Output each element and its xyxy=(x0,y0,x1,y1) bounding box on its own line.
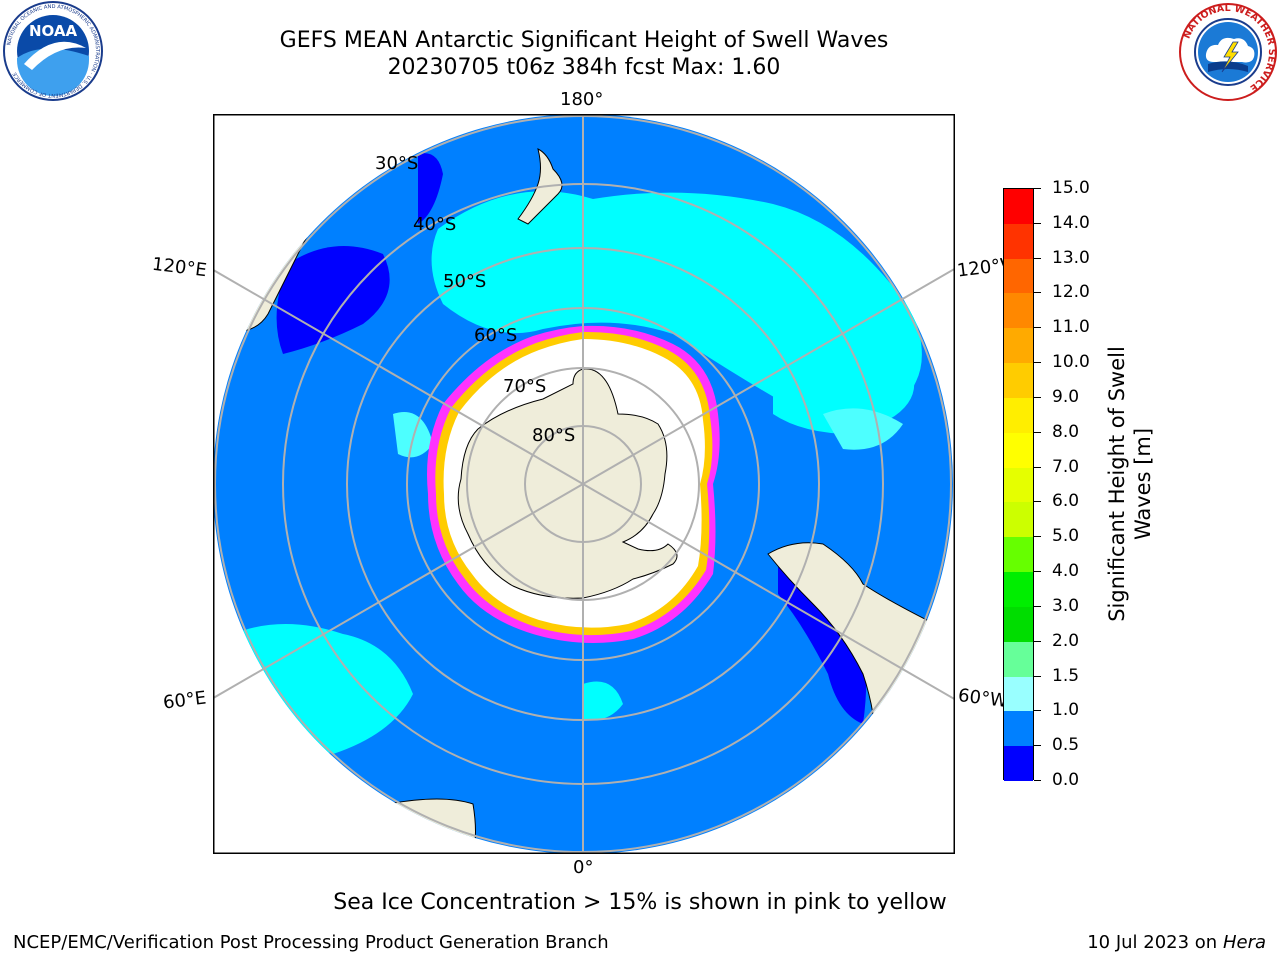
colorbar-segment xyxy=(1004,467,1033,503)
colorbar-tick xyxy=(1034,640,1041,642)
colorbar-tick-label: 4.0 xyxy=(1052,561,1080,582)
colorbar-tick xyxy=(1034,362,1041,364)
colorbar-segment xyxy=(1004,711,1033,747)
colorbar-tick-label: 9.0 xyxy=(1052,386,1080,407)
colorbar-segment xyxy=(1004,746,1033,782)
colorbar-tick xyxy=(1034,466,1041,468)
colorbar-tick-label: 15.0 xyxy=(1052,178,1090,198)
antarctica-land xyxy=(457,368,678,599)
colorbar-tick-label: 13.0 xyxy=(1052,247,1090,268)
colorbar-title-line2: Waves [m] xyxy=(1131,427,1155,541)
colorbar-tick xyxy=(1034,745,1041,747)
meridian-60e-120w xyxy=(213,267,955,700)
colorbar-tick-label: 0.5 xyxy=(1052,735,1080,756)
colorbar-segment xyxy=(1004,606,1033,643)
colorbar-tick-label: 5.0 xyxy=(1052,526,1080,547)
noaa-logo: NOAA NATIONAL OCEANIC AND ATMOSPHERIC AD… xyxy=(2,0,104,102)
low-swell-australia xyxy=(276,246,390,354)
polar-map: 30°S 40°S 50°S 60°S 70°S 80°S xyxy=(213,114,955,854)
colorbar-tick-label: 0.0 xyxy=(1052,770,1080,790)
colorbar-tick xyxy=(1034,257,1041,259)
colorbar-segment xyxy=(1004,397,1033,434)
footer-date: 10 Jul 2023 on Hera xyxy=(1087,932,1266,953)
lon-label-top: 180° xyxy=(560,89,604,110)
colorbar-tick-label: 8.0 xyxy=(1052,421,1080,442)
colorbar-tick xyxy=(1034,188,1041,189)
colorbar-tick-label: 1.0 xyxy=(1052,700,1080,721)
noaa-logo-text: NOAA xyxy=(29,22,78,40)
lat-label-40s: 40°S xyxy=(413,214,456,235)
footer-host: Hera xyxy=(1222,932,1266,953)
colorbar-tick-label: 10.0 xyxy=(1052,352,1090,373)
colorbar-tick xyxy=(1034,292,1041,294)
colorbar-segment xyxy=(1004,502,1033,538)
colorbar-segment xyxy=(1004,293,1033,329)
chart-title: GEFS MEAN Antarctic Significant Height o… xyxy=(279,28,889,53)
colorbar-tick xyxy=(1034,327,1041,329)
colorbar-tick-label: 12.0 xyxy=(1052,282,1090,303)
colorbar-tick-label: 14.0 xyxy=(1052,212,1090,233)
chart-subtitle: 20230705 t06z 384h fcst Max: 1.60 xyxy=(387,55,781,80)
footer-producer: NCEP/EMC/Verification Post Processing Pr… xyxy=(13,932,609,953)
colorbar-tick xyxy=(1034,396,1041,398)
colorbar-tick-label: 1.5 xyxy=(1052,665,1080,686)
colorbar-tick xyxy=(1034,222,1041,224)
lon-label-right-lower: 60°W xyxy=(956,685,1009,712)
map-border xyxy=(213,114,955,854)
lon-label-bottom: 0° xyxy=(573,857,594,878)
swell-patch-light-2 xyxy=(823,408,903,450)
footer-date-text: 10 Jul 2023 on xyxy=(1087,932,1223,953)
low-swell-nz xyxy=(418,153,443,224)
colorbar xyxy=(1003,188,1034,782)
nws-logo: NATIONAL WEATHER SERVICE xyxy=(1178,2,1278,102)
colorbar-tick xyxy=(1034,571,1041,573)
colorbar-tick xyxy=(1034,710,1041,712)
colorbar-tick xyxy=(1034,675,1041,677)
lat-label-50s: 50°S xyxy=(443,271,486,292)
lat-label-60s: 60°S xyxy=(474,325,517,346)
colorbar-tick xyxy=(1034,780,1041,781)
lat-label-80s: 80°S xyxy=(532,425,575,446)
colorbar-tick xyxy=(1034,536,1041,538)
colorbar-tick xyxy=(1034,431,1041,433)
colorbar-tick-label: 3.0 xyxy=(1052,595,1080,616)
lon-label-left-lower: 60°E xyxy=(161,687,208,714)
colorbar-segment xyxy=(1004,641,1033,678)
lat-label-30s: 30°S xyxy=(375,153,418,174)
colorbar-segment xyxy=(1004,432,1033,469)
colorbar-tick xyxy=(1034,501,1041,503)
colorbar-tick-label: 2.0 xyxy=(1052,630,1080,651)
swell-patch-indian xyxy=(583,681,623,720)
swell-patch-light xyxy=(393,412,433,458)
colorbar-tick xyxy=(1034,605,1041,607)
colorbar-segment xyxy=(1004,223,1033,260)
colorbar-segment xyxy=(1004,189,1033,225)
sea-ice-caption: Sea Ice Concentration > 15% is shown in … xyxy=(333,890,947,915)
colorbar-segment xyxy=(1004,572,1033,608)
colorbar-tick-label: 11.0 xyxy=(1052,317,1090,338)
colorbar-title-line1: Significant Height of Swell xyxy=(1105,346,1129,622)
colorbar-tick-label: 7.0 xyxy=(1052,456,1080,477)
colorbar-segment xyxy=(1004,537,1033,573)
colorbar-segment xyxy=(1004,328,1033,364)
colorbar-tick-label: 6.0 xyxy=(1052,491,1080,512)
lat-label-70s: 70°S xyxy=(503,376,546,397)
colorbar-segment xyxy=(1004,258,1033,294)
lon-label-left-upper: 120°E xyxy=(150,253,208,282)
colorbar-segment xyxy=(1004,363,1033,399)
graticule xyxy=(213,114,955,854)
colorbar-segment xyxy=(1004,676,1033,712)
